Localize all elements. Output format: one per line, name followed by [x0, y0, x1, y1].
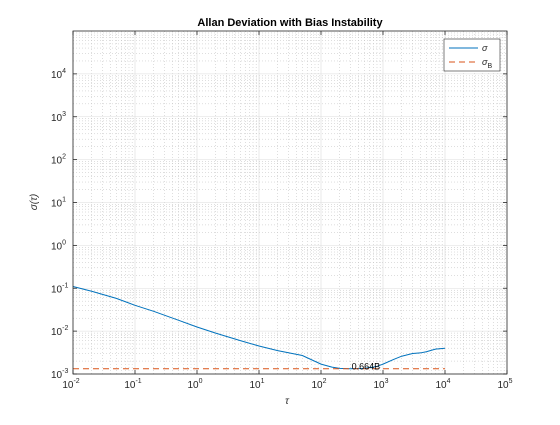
x-tick-label: 100	[187, 378, 202, 391]
x-tick-label: 102	[311, 378, 326, 391]
y-tick-label-exponent: 0	[62, 239, 66, 246]
y-tick-label-base: 10	[51, 241, 63, 252]
bias-instability-annotation: 0.664B	[352, 362, 381, 372]
y-tick-label-base: 10	[51, 284, 63, 295]
y-tick-label: 102	[51, 154, 66, 167]
x-axis-label: τ	[285, 396, 290, 407]
x-tick-label: 104	[435, 378, 450, 391]
x-tick-label: 10-1	[124, 378, 141, 391]
legend: σ σB	[443, 38, 501, 72]
y-tick-label-base: 10	[51, 113, 63, 124]
x-tick-label: 101	[249, 378, 264, 391]
series-layer	[72, 285, 446, 370]
x-tick-label-base: 10	[435, 380, 447, 391]
y-tick-label: 100	[51, 239, 66, 252]
y-tick-label-exponent: -3	[62, 368, 68, 375]
legend-label-sigma-b: σB	[482, 57, 492, 70]
x-tick-label-base: 10	[249, 380, 261, 391]
x-tick-label-base: 10	[124, 380, 136, 391]
legend-label-sigma-b-base: σ	[482, 57, 488, 67]
legend-box	[443, 38, 501, 72]
y-tick-label: 10-1	[51, 282, 68, 295]
y-tick-label-exponent: 4	[62, 68, 66, 75]
y-tick-label-base: 10	[51, 156, 63, 167]
y-tick-label-base: 10	[51, 199, 63, 210]
x-tick-label-exponent: 1	[261, 378, 265, 385]
x-tick-label-exponent: 2	[323, 378, 327, 385]
grid	[72, 31, 507, 375]
y-tick-label-base: 10	[51, 370, 63, 381]
y-tick-label: 103	[51, 111, 66, 124]
y-axis-label: σ(τ)	[29, 194, 40, 210]
x-tick-label: 103	[373, 378, 388, 391]
x-tick-label: 105	[497, 378, 512, 391]
legend-label-sigma-b-subscript: B	[487, 63, 492, 70]
x-tick-label-exponent: 5	[509, 378, 513, 385]
series-sigma-line	[72, 285, 446, 370]
y-tick-label: 104	[51, 68, 66, 81]
annotation-layer: 0.664B	[352, 362, 381, 372]
y-tick-label-base: 10	[51, 327, 63, 338]
x-tick-label-exponent: -2	[73, 378, 79, 385]
x-tick-label-base: 10	[187, 380, 199, 391]
y-tick-label-exponent: -1	[62, 282, 68, 289]
y-tick-label: 10-3	[51, 368, 68, 381]
x-tick-label-base: 10	[373, 380, 385, 391]
y-tick-label-exponent: 1	[62, 197, 66, 204]
y-tick-label-exponent: 3	[62, 111, 66, 118]
x-tick-label-exponent: 4	[447, 378, 451, 385]
axis-ticks: 10-2 10-1 100 101 102 103 104 10510-310-210-110…	[51, 31, 513, 391]
x-tick-label-exponent: 3	[385, 378, 389, 385]
y-tick-label-base: 10	[51, 70, 63, 81]
x-tick-label-exponent: -1	[135, 378, 141, 385]
y-tick-label: 10-2	[51, 325, 68, 338]
x-tick-label: 10-2	[62, 378, 79, 391]
chart-title: Allan Deviation with Bias Instability	[197, 17, 383, 29]
y-tick-label-exponent: -2	[62, 325, 68, 332]
x-tick-label-base: 10	[311, 380, 323, 391]
y-tick-label-exponent: 2	[62, 154, 66, 161]
y-tick-label: 101	[51, 197, 66, 210]
legend-label-sigma: σ	[482, 43, 488, 53]
x-tick-label-exponent: 0	[199, 378, 203, 385]
x-tick-label-base: 10	[497, 380, 509, 391]
x-tick-label-base: 10	[62, 380, 74, 391]
